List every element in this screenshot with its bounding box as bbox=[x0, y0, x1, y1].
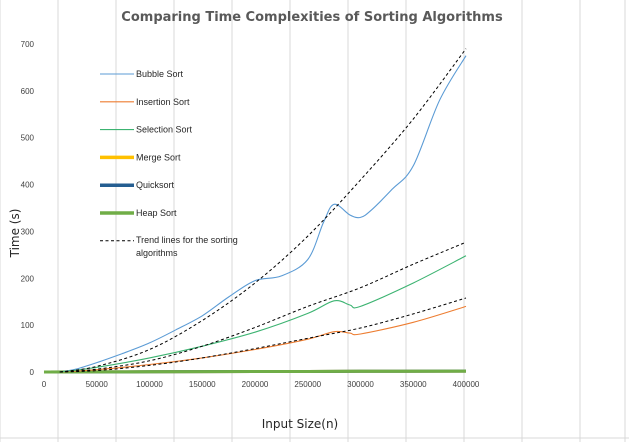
y-tick-label: 600 bbox=[21, 87, 35, 96]
trend-lines bbox=[59, 48, 467, 373]
x-axis-label: Input Size(n) bbox=[262, 417, 339, 431]
series-line-bubble-sort bbox=[59, 55, 467, 373]
series-line-insertion-sort bbox=[59, 305, 467, 373]
legend-label-insertion-sort: Insertion Sort bbox=[136, 97, 190, 107]
y-tick-label: 400 bbox=[21, 181, 35, 190]
y-tick-label: 0 bbox=[30, 368, 35, 377]
y-tick-label: 700 bbox=[21, 40, 35, 49]
legend-label-selection-sort: Selection Sort bbox=[136, 125, 193, 135]
x-tick-label: 200000 bbox=[242, 380, 269, 389]
legend-label-merge-sort: Merge Sort bbox=[136, 152, 181, 162]
x-tick-label: 150000 bbox=[189, 380, 216, 389]
chart-title: Comparing Time Complexities of Sorting A… bbox=[121, 10, 503, 25]
legend-label-quicksort: Quicksort bbox=[136, 180, 175, 190]
x-tick-label: 400000 bbox=[453, 380, 480, 389]
y-tick-label: 500 bbox=[21, 134, 35, 143]
y-tick-label: 200 bbox=[21, 274, 35, 283]
legend-label-bubble-sort: Bubble Sort bbox=[136, 69, 184, 79]
legend-label-trend-line1: Trend lines for the sorting bbox=[136, 235, 238, 245]
y-tick-labels: 0 100 200 300 400 500 600 700 bbox=[21, 40, 35, 377]
y-tick-label: 300 bbox=[21, 227, 35, 236]
legend-label-heap-sort: Heap Sort bbox=[136, 208, 177, 218]
trend-line-2 bbox=[59, 241, 467, 373]
data-series bbox=[43, 55, 467, 374]
trend-line-1 bbox=[59, 48, 467, 373]
x-tick-label: 350000 bbox=[400, 380, 427, 389]
x-tick-label: 0 bbox=[42, 380, 47, 389]
series-line-heap-sort bbox=[43, 369, 467, 374]
legend-label-trend: Trend lines for the sorting algorithms bbox=[136, 235, 238, 258]
legend-label-trend-line2: algorithms bbox=[136, 248, 178, 258]
x-tick-label: 250000 bbox=[294, 380, 321, 389]
y-tick-label: 100 bbox=[21, 321, 35, 330]
x-tick-label: 300000 bbox=[347, 380, 374, 389]
x-tick-label: 50000 bbox=[86, 380, 109, 389]
y-axis-label: Time (s) bbox=[8, 209, 22, 259]
x-tick-label: 100000 bbox=[136, 380, 163, 389]
legend: Bubble Sort Insertion Sort Selection Sort M… bbox=[100, 69, 238, 258]
series-line-selection-sort bbox=[59, 255, 467, 373]
trend-line-3 bbox=[59, 297, 467, 373]
x-tick-labels: 0 50000 100000 150000 200000 250000 300000 3500… bbox=[42, 380, 480, 389]
